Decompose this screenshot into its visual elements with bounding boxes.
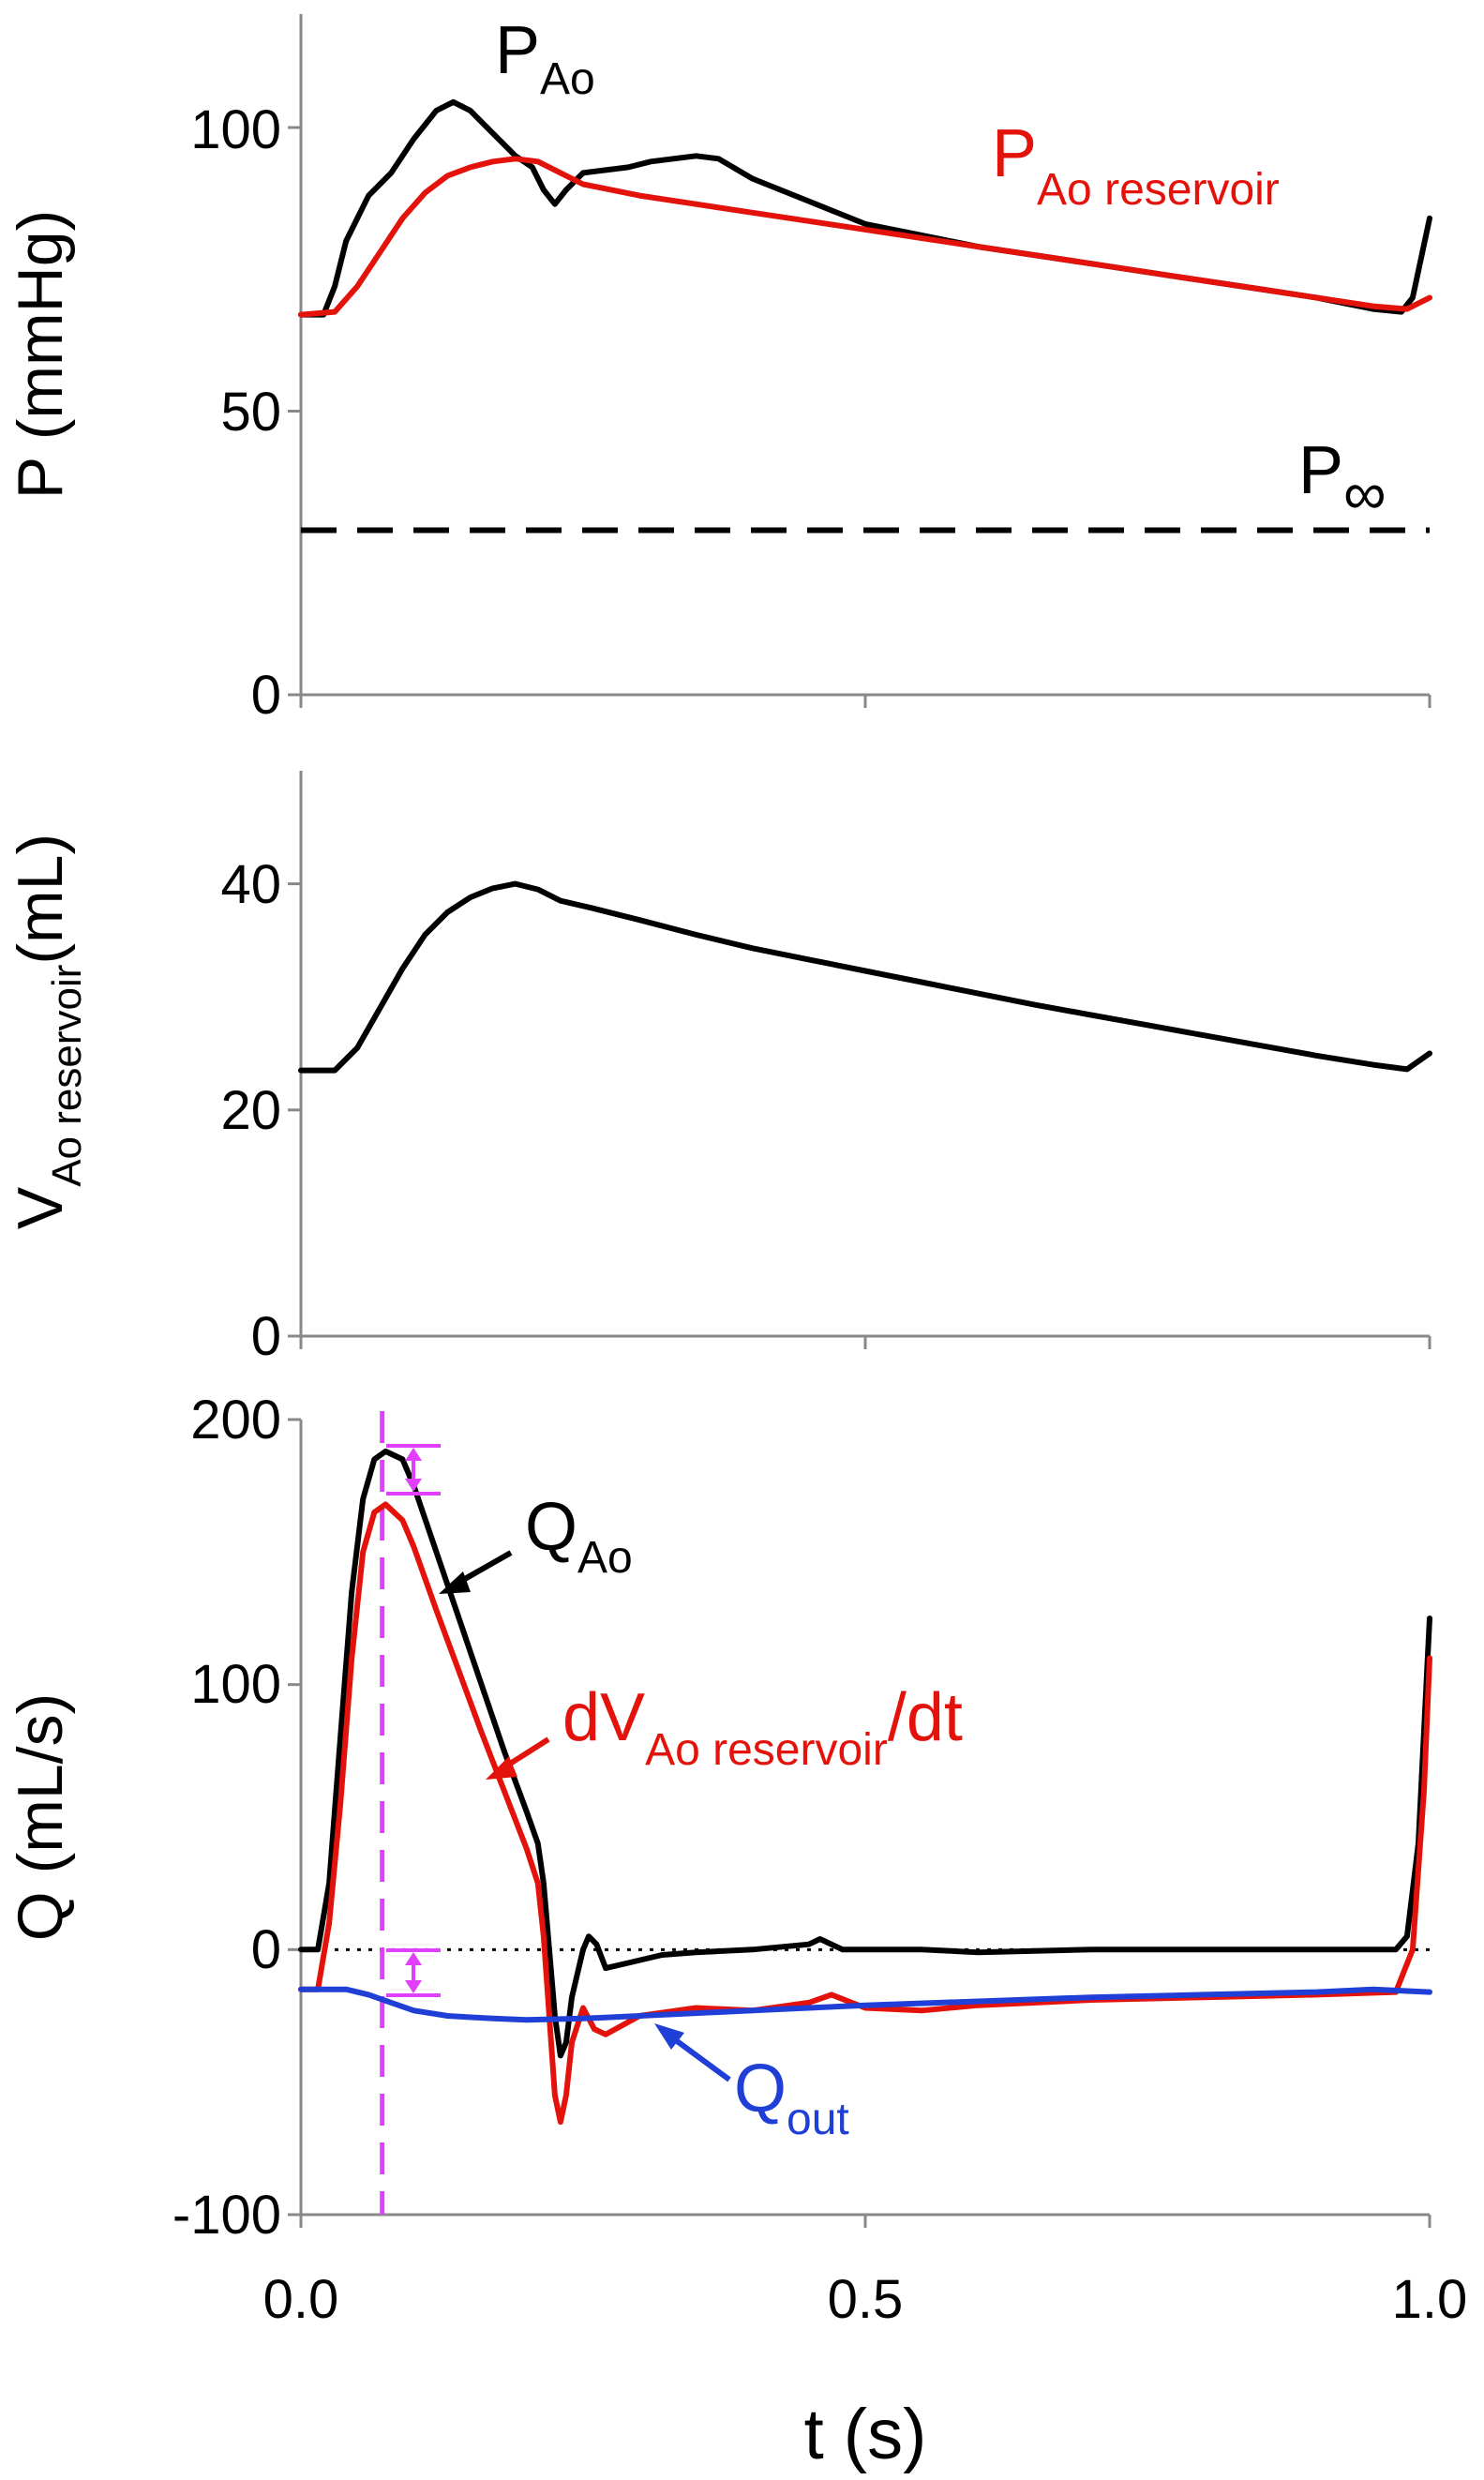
p-series-line-1 — [298, 156, 1432, 318]
q-y-ticks — [288, 1418, 301, 2217]
p-y-axis-title: P (mmHg) — [5, 210, 76, 500]
x-tick-label-1: 1.0 — [1392, 2269, 1468, 2330]
magenta-bracket-bottom — [386, 1948, 441, 1997]
flow-panel: 200 100 0 -100 0.0 0.5 1.0 t (s) Q (mL/s… — [5, 1390, 1467, 2474]
label-p-inf: P∞ — [1298, 433, 1387, 527]
q-y-tick-label-200: 200 — [190, 1390, 281, 1450]
v-x-ticks — [299, 1336, 1432, 1349]
q-y-tick-label-0: 0 — [251, 1919, 281, 1980]
p-y-tick-label-50: 50 — [220, 382, 281, 443]
q-x-ticks — [299, 2215, 1432, 2228]
label-p-ao: PAo — [495, 13, 595, 104]
p-series-group — [298, 98, 1432, 534]
v-series-group — [298, 880, 1432, 1074]
q-series-group — [298, 1448, 1432, 2126]
p-x-ticks — [299, 695, 1432, 708]
x-tick-label-0-5: 0.5 — [828, 2269, 904, 2330]
v-y-ticks — [288, 882, 301, 1338]
label-q-out: Qout — [734, 2052, 849, 2144]
pressure-panel: 100 50 0 P (mmHg) PAo PAo reservoir P∞ — [5, 13, 1432, 726]
volume-panel: 40 20 0 VAo reservoir(mL) — [5, 771, 1432, 1367]
x-tick-label-0: 0.0 — [263, 2269, 339, 2330]
arrow-q-ao — [439, 1550, 513, 1594]
v-y-tick-label-20: 20 — [220, 1080, 281, 1141]
v-y-tick-label-0: 0 — [251, 1306, 281, 1367]
p-y-tick-label-100: 100 — [190, 99, 281, 160]
q-series-line-1 — [298, 1501, 1432, 2126]
x-axis-title: t (s) — [804, 2395, 927, 2474]
q-y-axis-title: Q (mL/s) — [5, 1693, 76, 1941]
label-q-ao: QAo — [525, 1490, 633, 1583]
label-p-ao-reservoir: PAo reservoir — [992, 116, 1280, 215]
arrow-q-out — [654, 2023, 731, 2082]
p-y-ticks — [288, 126, 301, 697]
q-series-line-2 — [298, 1986, 1432, 2023]
p-y-tick-label-0: 0 — [251, 665, 281, 726]
v-series-line-0 — [298, 880, 1432, 1074]
q-y-tick-label-100: 100 — [190, 1654, 281, 1715]
arrow-dv-dt — [486, 1736, 550, 1780]
label-dv-dt: dVAo reservoir/dt — [562, 1680, 963, 1775]
q-y-tick-label-neg100: -100 — [172, 2185, 281, 2246]
magenta-bracket-top — [386, 1444, 441, 1496]
v-y-tick-label-40: 40 — [220, 854, 281, 915]
v-y-axis-title: VAo reservoir(mL) — [5, 834, 90, 1229]
